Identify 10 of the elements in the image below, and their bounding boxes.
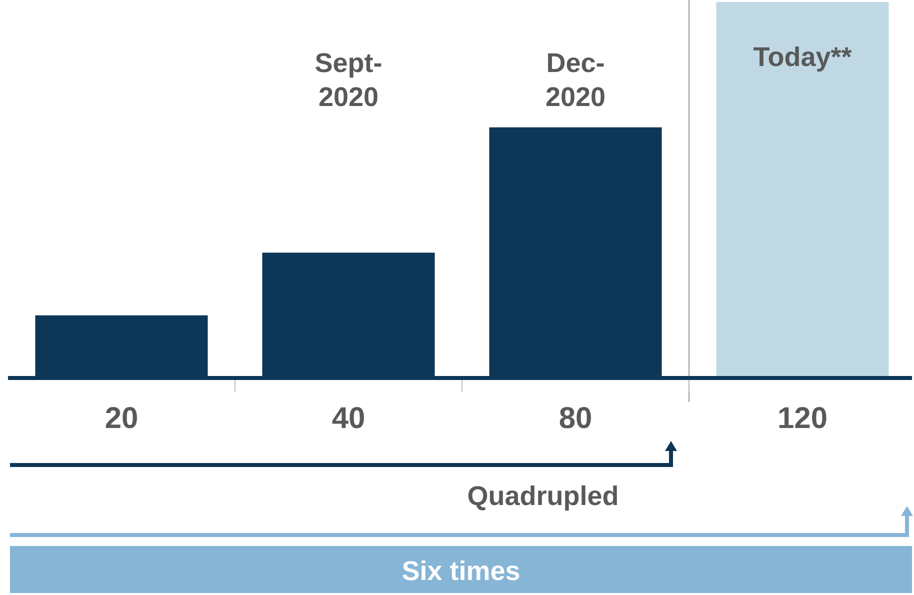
x-tick-label: Dec-2020 xyxy=(545,48,606,112)
bar xyxy=(716,2,889,378)
text: Six times xyxy=(402,556,520,586)
data-label: 20 xyxy=(104,402,138,435)
data-label: 80 xyxy=(558,402,592,435)
text: Quadrupled xyxy=(467,481,619,511)
data-label: 120 xyxy=(777,402,828,435)
x-tick-label: Sept-2020 xyxy=(314,48,382,112)
data-label: 40 xyxy=(332,402,366,435)
x-tick-label: Today** xyxy=(753,42,852,72)
